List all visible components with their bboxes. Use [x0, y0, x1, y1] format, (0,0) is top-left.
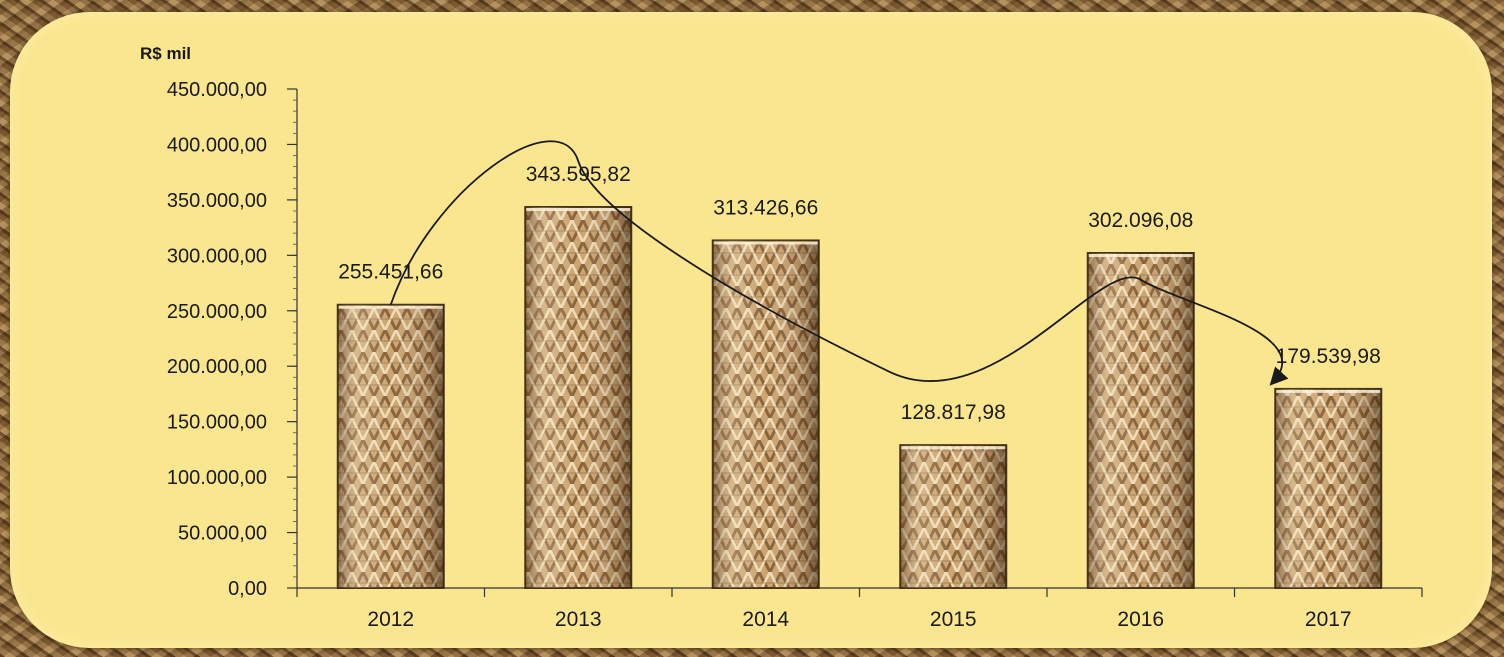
bar-highlight — [1276, 389, 1381, 393]
bar-highlight — [338, 305, 443, 309]
axes: 0,00 50.000,00 100.000,00 150.000,00 200.000… — [167, 79, 1423, 600]
x-tick-label: 2017 — [1305, 608, 1352, 631]
bar-shade — [712, 240, 819, 589]
y-tick-label: 200.000,00 — [167, 356, 267, 378]
value-label: 128.817,98 — [901, 401, 1006, 424]
bar-highlight — [1088, 254, 1193, 258]
x-tick-label: 2013 — [555, 608, 602, 631]
value-labels: 2012 255.451,66 2013 343.595,82 2014 313.426,… — [338, 163, 1381, 631]
x-tick-label: 2016 — [1117, 608, 1164, 631]
x-tick-label: 2015 — [930, 608, 977, 631]
y-axis-title: R$ mil — [140, 44, 191, 63]
bars — [336, 205, 1383, 590]
y-tick-label: 350.000,00 — [167, 190, 267, 212]
bar-highlight — [901, 446, 1006, 450]
y-tick-label: 150.000,00 — [167, 412, 267, 434]
bar-shade — [1087, 253, 1194, 588]
y-tick-label: 450.000,00 — [167, 79, 267, 101]
y-tick-label: 300.000,00 — [167, 245, 267, 267]
bar-shade — [525, 206, 632, 588]
value-label: 302.096,08 — [1088, 209, 1193, 232]
value-label: 343.595,82 — [526, 163, 631, 186]
y-tick-label: 250.000,00 — [167, 301, 267, 323]
bar-shade — [1275, 388, 1382, 588]
y-tick-label: 400.000,00 — [167, 134, 267, 156]
y-tick-label: 0,00 — [228, 578, 267, 600]
bar-highlight — [713, 241, 818, 245]
x-tick-label: 2014 — [742, 608, 789, 631]
value-label: 179.539,98 — [1276, 345, 1381, 368]
bar-shade — [900, 445, 1007, 588]
bar-highlight — [526, 207, 631, 211]
bar-shade — [337, 304, 444, 588]
value-label: 255.451,66 — [338, 261, 443, 284]
y-tick-label: 50.000,00 — [178, 523, 267, 545]
x-tick-label: 2012 — [367, 608, 414, 631]
value-label: 313.426,66 — [713, 196, 818, 219]
y-tick-label: 100.000,00 — [167, 467, 267, 489]
trend-arrow — [389, 140, 1289, 386]
